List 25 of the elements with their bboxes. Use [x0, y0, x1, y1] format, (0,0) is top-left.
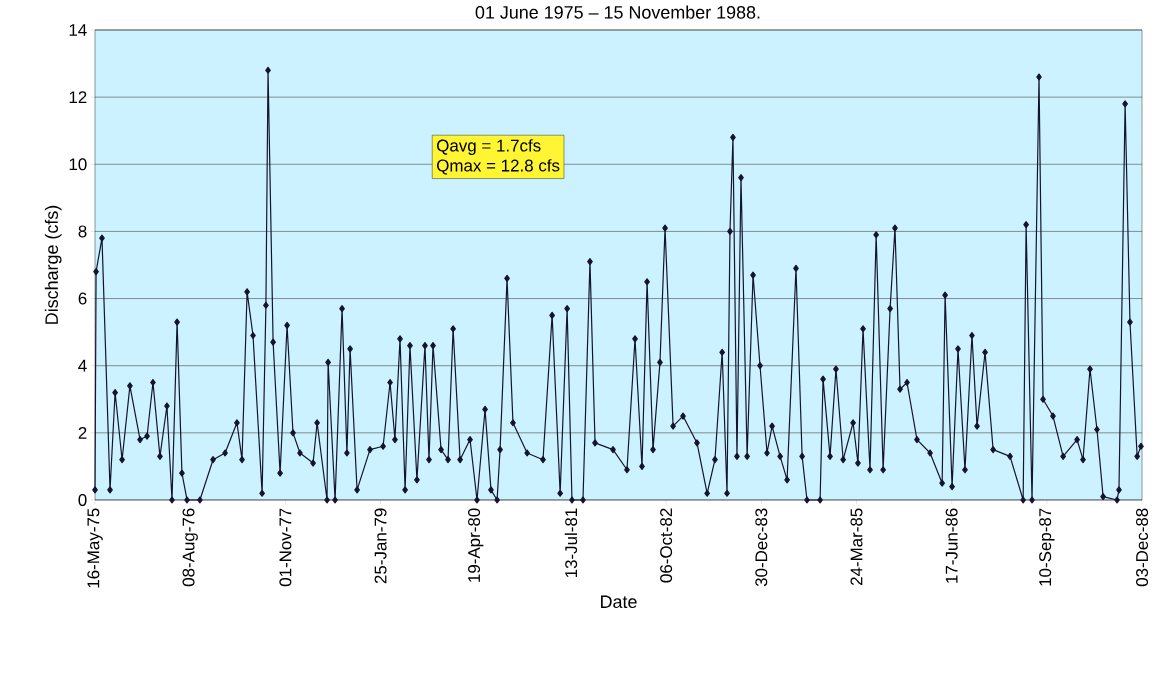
chart-title: 01 June 1975 – 15 November 1988. — [475, 5, 760, 19]
x-tick-label: 03-Dec-88 — [1136, 508, 1149, 587]
y-tick-label: 10 — [69, 158, 87, 171]
annotation: Qmax = 12.8 cfs — [437, 159, 560, 175]
y-tick-label: 4 — [78, 359, 87, 372]
x-axis-title: Date — [601, 595, 637, 609]
x-tick-label: 24-Mar-85 — [850, 508, 863, 586]
y-tick-label: 14 — [69, 24, 87, 36]
y-tick-label: 8 — [78, 225, 87, 238]
x-tick-label: 13-Jul-81 — [564, 508, 578, 578]
y-tick-label: 6 — [78, 292, 87, 305]
y-tick-label: 2 — [78, 426, 87, 439]
x-tick-label: 17-Jun-86 — [945, 508, 958, 583]
x-tick-label: 10-Sep-87 — [1039, 508, 1055, 586]
y-axis-title: Discharge (cfs) — [44, 205, 62, 324]
x-tick-label: 16-May-75 — [87, 508, 103, 588]
annotation: Qavg = 1.7cfs — [437, 139, 541, 155]
x-tick-label: 30-Dec-83 — [755, 508, 768, 587]
x-tick-label: 25-Jan-79 — [374, 508, 387, 584]
x-tick-label: 06-Oct-82 — [660, 508, 673, 583]
x-tick-label: 01-Nov-77 — [279, 508, 292, 587]
y-tick-label: 0 — [78, 493, 87, 506]
y-tick-label: 12 — [69, 91, 87, 104]
x-tick-label: 08-Aug-76 — [182, 508, 198, 587]
x-tick-label: 19-Apr-80 — [468, 508, 484, 582]
